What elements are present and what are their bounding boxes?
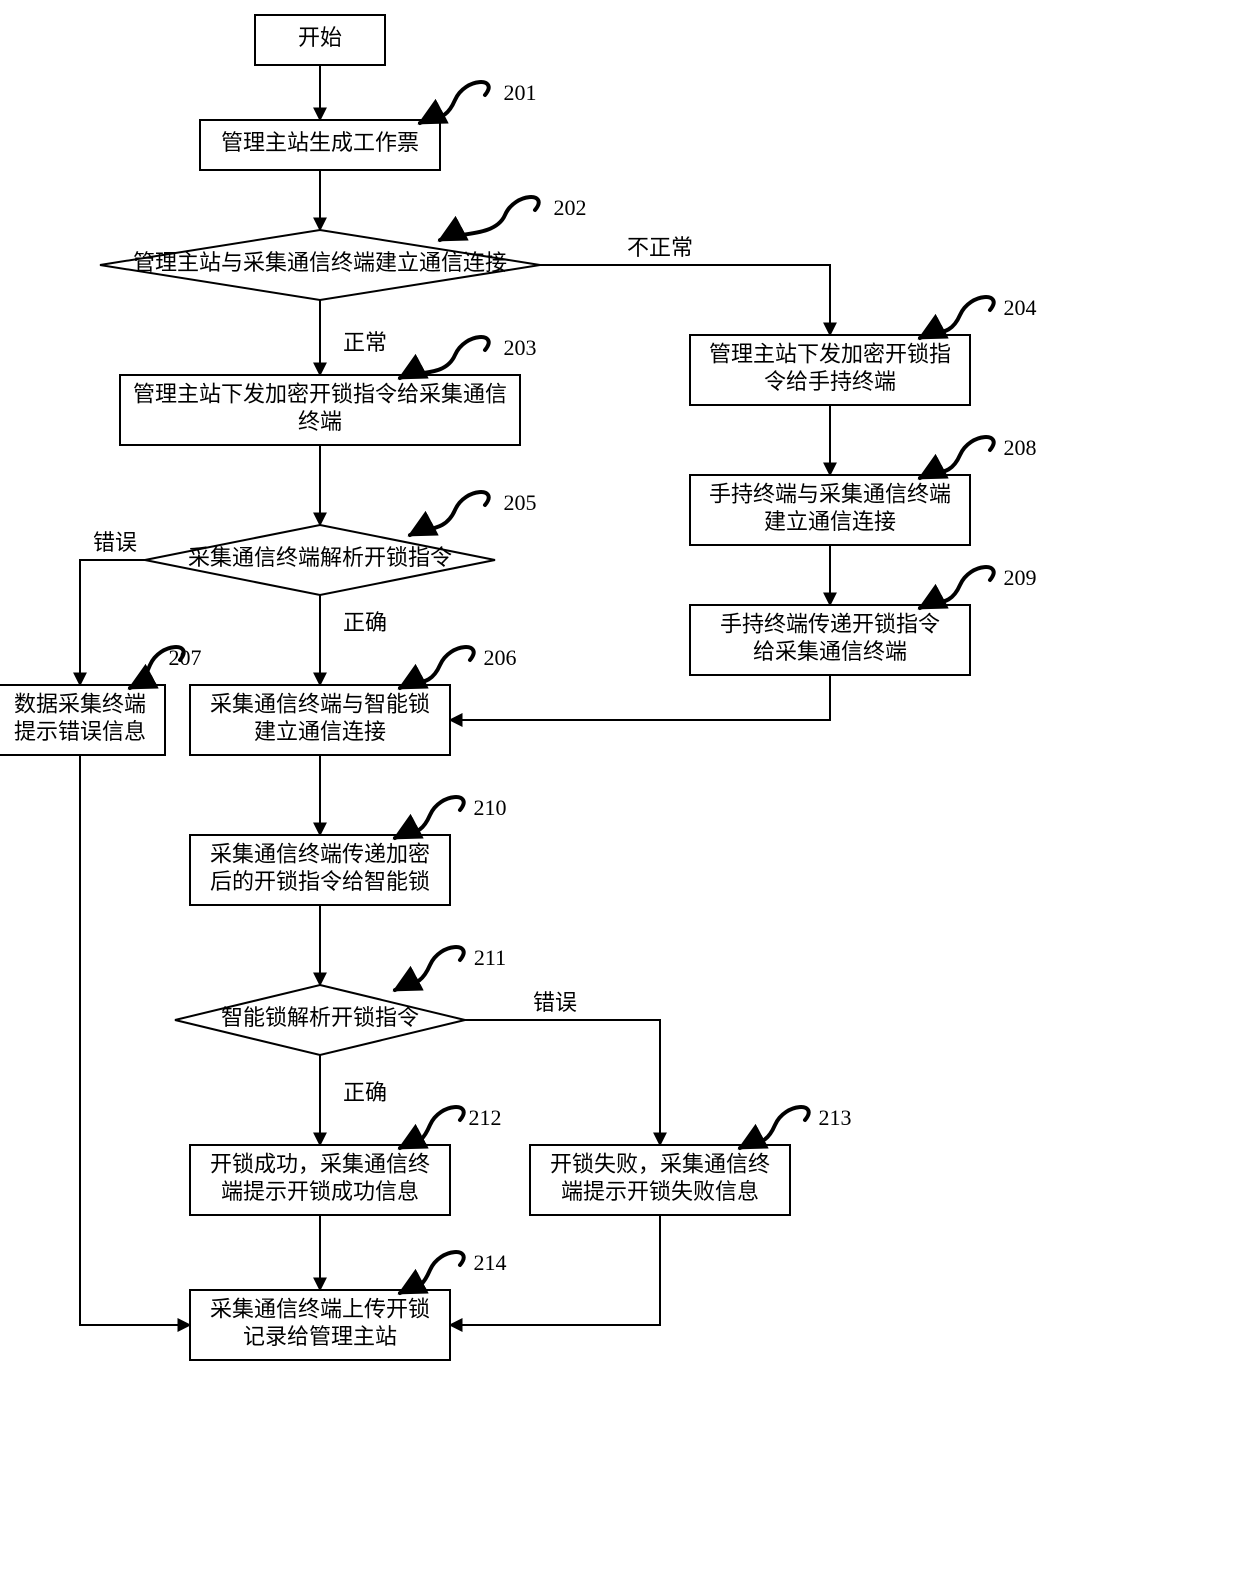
ref-label-211: 211 bbox=[474, 945, 506, 970]
ref-arrow-203 bbox=[400, 337, 489, 378]
node-n207-text-1: 提示错误信息 bbox=[14, 719, 146, 744]
ref-label-209: 209 bbox=[1004, 565, 1037, 590]
ref-label-214: 214 bbox=[474, 1250, 507, 1275]
ref-arrow-214 bbox=[400, 1252, 464, 1293]
node-n208: 手持终端与采集通信终端建立通信连接 bbox=[690, 475, 970, 545]
edge-label-n205-n206: 正确 bbox=[343, 610, 387, 635]
ref-arrow-201 bbox=[420, 82, 489, 123]
node-n201: 管理主站生成工作票 bbox=[200, 120, 440, 170]
node-n209: 手持终端传递开锁指令给采集通信终端 bbox=[690, 605, 970, 675]
node-n214-text-1: 记录给管理主站 bbox=[243, 1324, 397, 1349]
ref-label-208: 208 bbox=[1004, 435, 1037, 460]
ref-arrow-212 bbox=[400, 1107, 464, 1148]
node-n211-text-0: 智能锁解析开锁指令 bbox=[221, 1005, 419, 1030]
ref-arrow-206 bbox=[400, 647, 474, 688]
node-n202-text-0: 管理主站与采集通信终端建立通信连接 bbox=[133, 250, 507, 275]
ref-label-205: 205 bbox=[504, 490, 537, 515]
node-n206-text-1: 建立通信连接 bbox=[254, 719, 386, 744]
node-n212: 开锁成功，采集通信终端提示开锁成功信息 bbox=[190, 1145, 450, 1215]
node-n202: 管理主站与采集通信终端建立通信连接 bbox=[100, 230, 540, 300]
ref-arrow-213 bbox=[740, 1107, 809, 1148]
node-n206-text-0: 采集通信终端与智能锁 bbox=[210, 691, 430, 716]
ref-label-206: 206 bbox=[484, 645, 517, 670]
node-n201-text-0: 管理主站生成工作票 bbox=[221, 130, 419, 155]
node-n214: 采集通信终端上传开锁记录给管理主站 bbox=[190, 1290, 450, 1360]
node-n213: 开锁失败，采集通信终端提示开锁失败信息 bbox=[530, 1145, 790, 1215]
node-start-text-0: 开始 bbox=[298, 25, 342, 50]
node-n205: 采集通信终端解析开锁指令 bbox=[145, 525, 495, 595]
node-n211: 智能锁解析开锁指令 bbox=[175, 985, 465, 1055]
edge-label-n211-n213: 错误 bbox=[533, 990, 577, 1015]
edge-label-n202-n204: 不正常 bbox=[627, 235, 693, 260]
ref-label-213: 213 bbox=[819, 1105, 852, 1130]
ref-arrow-205 bbox=[410, 492, 489, 535]
ref-arrow-204 bbox=[920, 297, 994, 338]
ref-arrow-211 bbox=[395, 947, 464, 990]
node-n208-text-1: 建立通信连接 bbox=[764, 509, 896, 534]
nodes-layer: 开始管理主站生成工作票管理主站与采集通信终端建立通信连接管理主站下发加密开锁指令… bbox=[0, 15, 970, 1360]
ref-label-204: 204 bbox=[1004, 295, 1037, 320]
node-n213-text-0: 开锁失败，采集通信终 bbox=[550, 1151, 770, 1176]
ref-arrow-210 bbox=[395, 797, 464, 838]
node-n213-text-1: 端提示开锁失败信息 bbox=[561, 1179, 759, 1204]
node-n210-text-0: 采集通信终端传递加密 bbox=[210, 841, 430, 866]
edge-n207-n214 bbox=[80, 755, 190, 1325]
flowchart-canvas: 正常不正常正确错误正确错误开始管理主站生成工作票管理主站与采集通信终端建立通信连… bbox=[0, 0, 1240, 1583]
node-n209-text-0: 手持终端传递开锁指令 bbox=[720, 611, 940, 636]
node-n212-text-1: 端提示开锁成功信息 bbox=[221, 1179, 419, 1204]
ref-label-202: 202 bbox=[554, 195, 587, 220]
node-n212-text-0: 开锁成功，采集通信终 bbox=[210, 1151, 430, 1176]
ref-arrow-208 bbox=[920, 437, 994, 478]
ref-arrow-209 bbox=[920, 567, 994, 608]
ref-label-201: 201 bbox=[504, 80, 537, 105]
node-n206: 采集通信终端与智能锁建立通信连接 bbox=[190, 685, 450, 755]
node-n207-text-0: 数据采集终端 bbox=[14, 691, 146, 716]
node-n204: 管理主站下发加密开锁指令给手持终端 bbox=[690, 335, 970, 405]
edge-label-n211-n212: 正确 bbox=[343, 1080, 387, 1105]
node-n207: 数据采集终端提示错误信息 bbox=[0, 685, 165, 755]
edge-label-n202-n203: 正常 bbox=[343, 330, 387, 355]
ref-arrow-202 bbox=[440, 197, 539, 240]
node-n203-text-0: 管理主站下发加密开锁指令给采集通信 bbox=[133, 381, 507, 406]
node-n204-text-0: 管理主站下发加密开锁指 bbox=[709, 341, 951, 366]
node-n208-text-0: 手持终端与采集通信终端 bbox=[709, 481, 951, 506]
node-n203: 管理主站下发加密开锁指令给采集通信终端 bbox=[120, 375, 520, 445]
node-n210-text-1: 后的开锁指令给智能锁 bbox=[210, 869, 430, 894]
node-n203-text-1: 终端 bbox=[298, 409, 342, 434]
node-start: 开始 bbox=[255, 15, 385, 65]
edge-n202-n204 bbox=[540, 265, 830, 335]
node-n214-text-0: 采集通信终端上传开锁 bbox=[210, 1296, 430, 1321]
node-n209-text-1: 给采集通信终端 bbox=[753, 639, 907, 664]
edge-label-n205-n207: 错误 bbox=[93, 530, 137, 555]
edge-n209-n206 bbox=[450, 675, 830, 720]
edge-n205-n207 bbox=[80, 560, 145, 685]
node-n204-text-1: 令给手持终端 bbox=[764, 369, 896, 394]
ref-label-212: 212 bbox=[469, 1105, 502, 1130]
ref-label-210: 210 bbox=[474, 795, 507, 820]
node-n205-text-0: 采集通信终端解析开锁指令 bbox=[188, 545, 452, 570]
ref-label-203: 203 bbox=[504, 335, 537, 360]
node-n210: 采集通信终端传递加密后的开锁指令给智能锁 bbox=[190, 835, 450, 905]
